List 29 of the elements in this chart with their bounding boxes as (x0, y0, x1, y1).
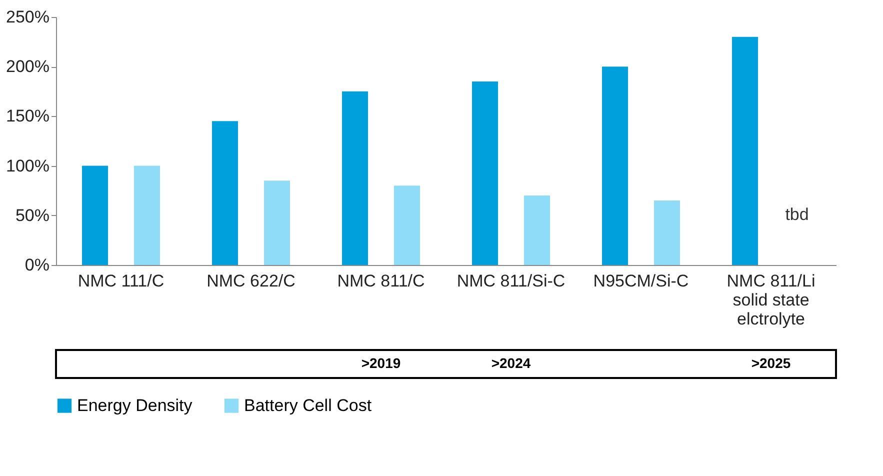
legend-label: Battery Cell Cost (244, 396, 372, 415)
x-tick-label: N95CM/Si-C (593, 272, 689, 290)
bar (654, 200, 680, 265)
x-tick-label: NMC 811/Si-C (456, 272, 566, 290)
x-tick-label: NMC 811/C (337, 272, 425, 290)
bar (264, 180, 290, 265)
bar (342, 91, 368, 265)
y-tick-label: 250% (6, 8, 50, 26)
bar (472, 81, 498, 265)
bar (82, 166, 108, 265)
bar (212, 121, 238, 265)
bar (524, 196, 550, 265)
y-tick-label: 50% (15, 206, 50, 225)
x-tick-label: NMC 622/C (206, 272, 296, 290)
legend-label: Energy Density (77, 396, 193, 415)
text: >2024 (491, 355, 531, 371)
bar (394, 186, 420, 265)
text: >2025 (751, 355, 791, 371)
bar (732, 36, 758, 265)
annotation: tbd (785, 205, 809, 224)
bar (602, 66, 628, 265)
x-tick-label: NMC 811/Li solid state elctrolyte (726, 272, 816, 328)
x-tick-label: NMC 111/C (78, 272, 164, 290)
y-tick-label: 200% (6, 57, 50, 76)
text: >2019 (361, 355, 401, 371)
bar (134, 166, 160, 265)
y-tick-label: 100% (6, 156, 50, 176)
y-tick-label: 0% (24, 256, 50, 274)
y-tick-label: 150% (6, 106, 50, 126)
